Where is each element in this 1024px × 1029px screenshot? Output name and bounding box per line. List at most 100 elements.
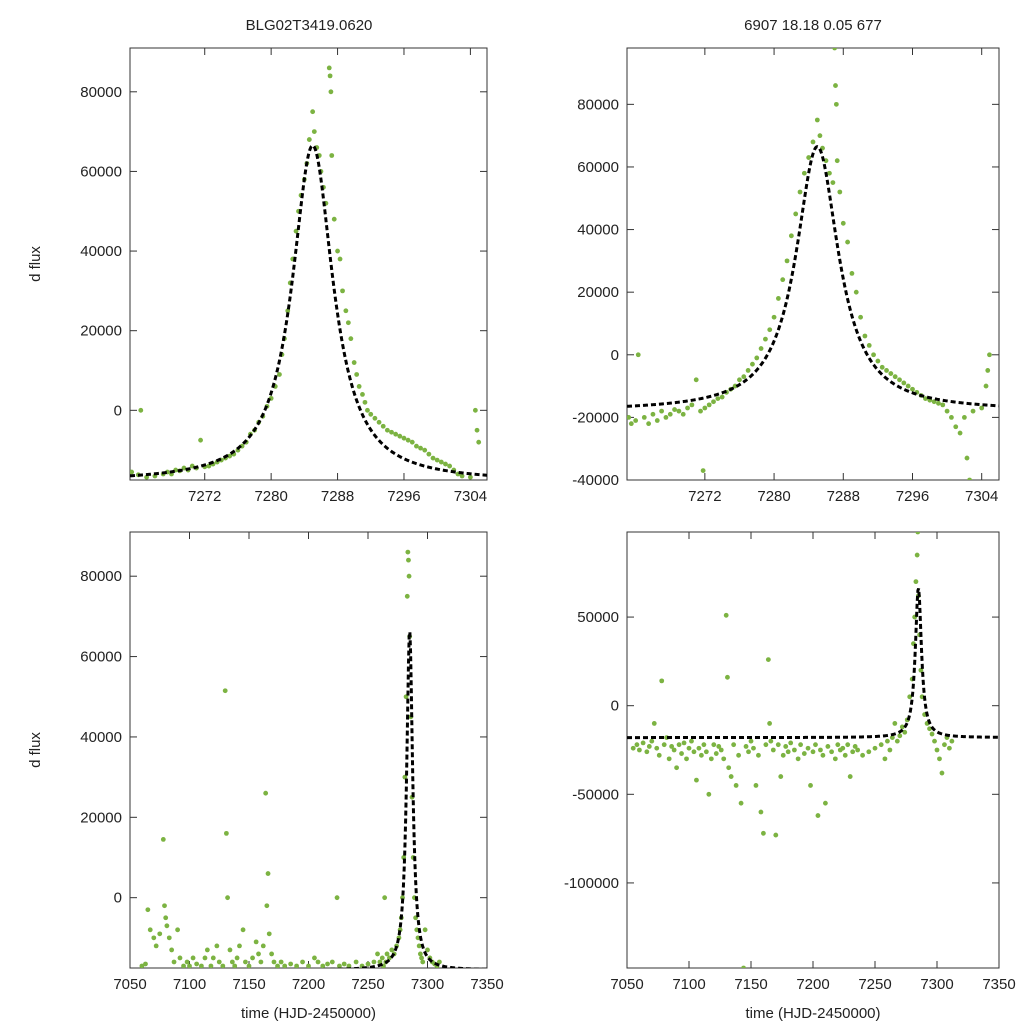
data-point: [661, 742, 667, 748]
model-fit-curve: [627, 145, 999, 408]
data-point: [380, 423, 386, 429]
x-tick-label: 7050: [610, 976, 643, 993]
data-point: [351, 360, 357, 365]
y-tick-label: 20000: [577, 284, 619, 301]
data-point: [696, 745, 702, 751]
data-point: [208, 963, 214, 968]
data-point: [806, 155, 812, 160]
data-point: [701, 742, 707, 748]
data-point: [741, 374, 747, 380]
x-tick-label: 7050: [113, 976, 146, 993]
chart-panel-top-left: 7272 7280 7288 7296 7304 0 20000 40000 60000 8000…: [27, 47, 488, 505]
data-point: [813, 742, 818, 748]
data-point: [403, 694, 409, 700]
y-axis-title: d flux: [27, 732, 44, 768]
y-tick-label: 80000: [577, 96, 619, 113]
data-point: [808, 783, 813, 788]
data-point: [887, 747, 893, 753]
y-tick-label: -100000: [564, 875, 619, 892]
data-point: [202, 955, 208, 961]
x-tick-label: 7304: [965, 488, 998, 505]
data-point: [418, 445, 423, 451]
data-point: [719, 394, 725, 400]
data-point: [278, 959, 284, 965]
data-point: [721, 756, 727, 762]
data-point: [377, 959, 383, 965]
data-point: [815, 813, 821, 818]
data-point: [628, 421, 634, 427]
data-point: [635, 352, 641, 358]
data-point: [422, 447, 428, 453]
chart-panel-bottom-left: 7050 7100 7150 7200 7250 7300 7350 0 20000 40000 6…: [27, 531, 504, 1022]
data-point: [651, 721, 657, 726]
data-point: [689, 738, 694, 744]
data-point: [940, 402, 946, 408]
data-point: [663, 414, 669, 420]
data-point: [190, 955, 196, 961]
data-point: [888, 371, 894, 376]
data-point: [353, 959, 359, 965]
data-point: [294, 963, 299, 968]
data-point: [414, 443, 419, 449]
x-tick-label: 7272: [688, 488, 721, 505]
data-point: [784, 258, 790, 264]
data-point: [229, 959, 235, 965]
data-point: [814, 117, 820, 123]
data-point: [356, 384, 362, 389]
data-point: [341, 961, 347, 967]
data-point: [706, 791, 712, 797]
data-point: [866, 342, 872, 348]
data-point: [139, 963, 145, 968]
data-point: [375, 951, 380, 957]
y-tick-label: 0: [611, 347, 619, 364]
data-point: [406, 573, 412, 579]
data-point: [694, 777, 699, 783]
data-point: [763, 336, 768, 342]
data-point: [967, 477, 972, 480]
data-point: [862, 333, 868, 339]
data-point: [842, 752, 848, 758]
data-point: [422, 927, 428, 933]
data-point: [234, 955, 240, 961]
data-point: [306, 963, 311, 968]
y-tick-label: 20000: [80, 323, 122, 340]
data-point: [382, 895, 388, 901]
y-tick-label: 60000: [80, 649, 122, 666]
data-point: [970, 408, 976, 414]
x-tick-label: 7280: [254, 488, 287, 505]
data-point: [801, 751, 807, 756]
data-point: [225, 895, 230, 901]
data-point: [659, 408, 665, 414]
data-point: [934, 747, 940, 753]
data-point: [360, 391, 365, 397]
data-point: [765, 657, 771, 663]
data-point: [788, 740, 794, 746]
data-point: [337, 963, 342, 968]
data-point: [810, 749, 816, 755]
data-point: [472, 407, 478, 413]
data-point: [300, 959, 305, 965]
chart-panels: 7272 7280 7288 7296 7304 0 20000 40000 60000 8000…: [27, 47, 1016, 1022]
x-tick-label: 7288: [321, 488, 354, 505]
data-point: [199, 963, 204, 968]
data-point: [932, 738, 937, 744]
data-point: [151, 935, 157, 941]
data-point: [700, 468, 706, 474]
data-point: [820, 752, 826, 758]
data-point: [879, 364, 885, 370]
data-point: [715, 396, 721, 402]
data-point: [726, 765, 732, 771]
data-point: [138, 407, 144, 413]
data-point: [706, 402, 712, 408]
data-point: [850, 749, 856, 755]
data-point: [892, 721, 898, 726]
data-point: [830, 180, 836, 186]
data-point: [778, 774, 784, 779]
data-point: [256, 951, 261, 957]
data-point: [741, 965, 746, 968]
data-point: [737, 377, 742, 383]
data-point: [884, 368, 889, 373]
data-point: [393, 431, 399, 437]
data-point: [798, 742, 803, 748]
data-point: [743, 744, 749, 749]
